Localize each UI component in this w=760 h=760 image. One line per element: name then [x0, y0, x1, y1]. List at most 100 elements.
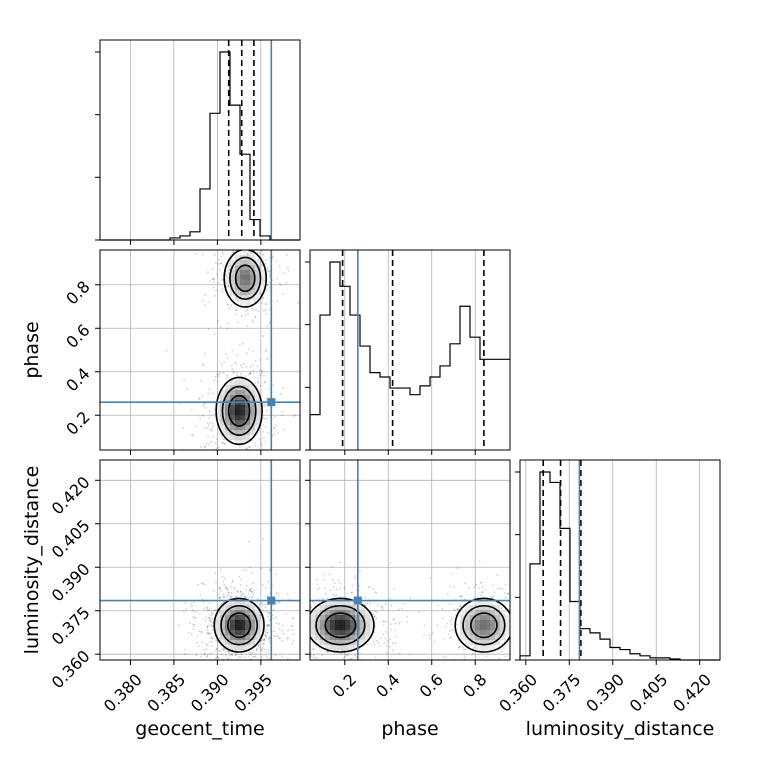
- sample-point: [310, 606, 313, 609]
- sample-point: [304, 578, 306, 580]
- sample-point: [281, 624, 284, 627]
- density-cell: [240, 265, 246, 271]
- density-cell: [465, 625, 471, 631]
- y-tick-label: 0.360: [48, 646, 94, 692]
- density-cell: [245, 260, 251, 266]
- sample-point: [249, 251, 252, 254]
- density-cell: [310, 635, 316, 641]
- density-cell: [360, 620, 366, 626]
- sample-point: [335, 588, 338, 591]
- contour-line: [220, 604, 259, 646]
- sample-point: [452, 629, 455, 632]
- sample-point: [448, 603, 451, 605]
- sample-point: [459, 595, 462, 598]
- sample-point: [265, 637, 268, 640]
- density-cell: [335, 645, 341, 651]
- axis-labels: geocent_time phase luminosity_distancephas…: [21, 321, 714, 740]
- sample-point: [236, 663, 238, 665]
- density-cell: [250, 430, 256, 436]
- sample-point: [242, 467, 244, 469]
- sample-point: [200, 655, 202, 658]
- density-cell: [230, 435, 236, 441]
- sample-point: [281, 410, 284, 413]
- sample-point: [292, 617, 295, 620]
- sample-point: [263, 648, 266, 651]
- sample-point: [223, 438, 225, 440]
- sample-point: [250, 588, 253, 590]
- sample-point: [326, 650, 329, 653]
- sample-point: [275, 424, 278, 427]
- sample-point: [376, 639, 378, 642]
- density-cell: [250, 390, 256, 396]
- sample-point: [209, 229, 211, 231]
- sample-point: [354, 575, 356, 578]
- density-cell: [340, 620, 346, 626]
- sample-point: [199, 594, 202, 597]
- density-layer: [165, 212, 300, 469]
- density-cell: [345, 645, 351, 651]
- sample-point: [236, 590, 239, 593]
- sample-point: [218, 282, 221, 284]
- sample-point: [520, 628, 522, 630]
- sample-point: [258, 646, 261, 649]
- sample-point: [225, 585, 228, 588]
- sample-point: [385, 652, 388, 655]
- sample-point: [391, 642, 394, 644]
- density-cell: [475, 630, 481, 636]
- density-cell: [255, 395, 261, 401]
- sample-point: [236, 321, 239, 323]
- sample-point: [241, 660, 243, 662]
- density-cell: [330, 630, 336, 636]
- sample-point: [252, 369, 255, 372]
- sample-point: [203, 607, 205, 610]
- sample-point: [252, 350, 255, 352]
- density-cell: [255, 285, 261, 291]
- density-cell: [330, 635, 336, 641]
- sample-point: [449, 620, 452, 622]
- sample-point: [238, 378, 241, 381]
- sample-point: [213, 278, 216, 281]
- density-cell: [240, 390, 246, 396]
- sample-point: [449, 585, 451, 588]
- density-cell: [245, 275, 251, 281]
- density-cell: [475, 635, 481, 641]
- sample-point: [456, 608, 459, 610]
- density-cell: [250, 260, 256, 266]
- sample-point: [281, 453, 283, 455]
- sample-point: [207, 633, 210, 635]
- sample-point: [458, 595, 461, 598]
- sample-point: [394, 641, 397, 644]
- sample-point: [429, 576, 432, 579]
- panel-frame: [99, 459, 301, 661]
- sample-point: [218, 593, 220, 596]
- sample-point: [205, 648, 208, 651]
- sample-point: [370, 618, 373, 621]
- sample-point: [209, 624, 212, 627]
- density-cell: [245, 625, 251, 631]
- sample-point: [461, 673, 463, 675]
- sample-point: [328, 573, 331, 576]
- density-cell: [495, 620, 501, 626]
- panel-frame: [309, 459, 511, 661]
- sample-point: [201, 253, 204, 256]
- sample-point: [458, 646, 461, 649]
- sample-point: [202, 582, 205, 585]
- sample-point: [496, 587, 499, 590]
- sample-point: [228, 262, 231, 265]
- sample-point: [179, 403, 182, 406]
- sample-point: [431, 632, 434, 635]
- sample-point: [268, 212, 270, 214]
- sample-point: [195, 425, 198, 427]
- sample-point: [268, 636, 271, 638]
- density-cell: [495, 615, 501, 621]
- sample-point: [302, 635, 304, 637]
- sample-point: [229, 663, 231, 665]
- sample-point: [286, 637, 289, 640]
- density-cell: [340, 600, 346, 606]
- sample-point: [227, 650, 230, 653]
- density-cell: [240, 295, 246, 301]
- sample-point: [222, 595, 225, 598]
- sample-point: [262, 335, 265, 337]
- density-cell: [475, 645, 481, 651]
- sample-point: [256, 377, 259, 379]
